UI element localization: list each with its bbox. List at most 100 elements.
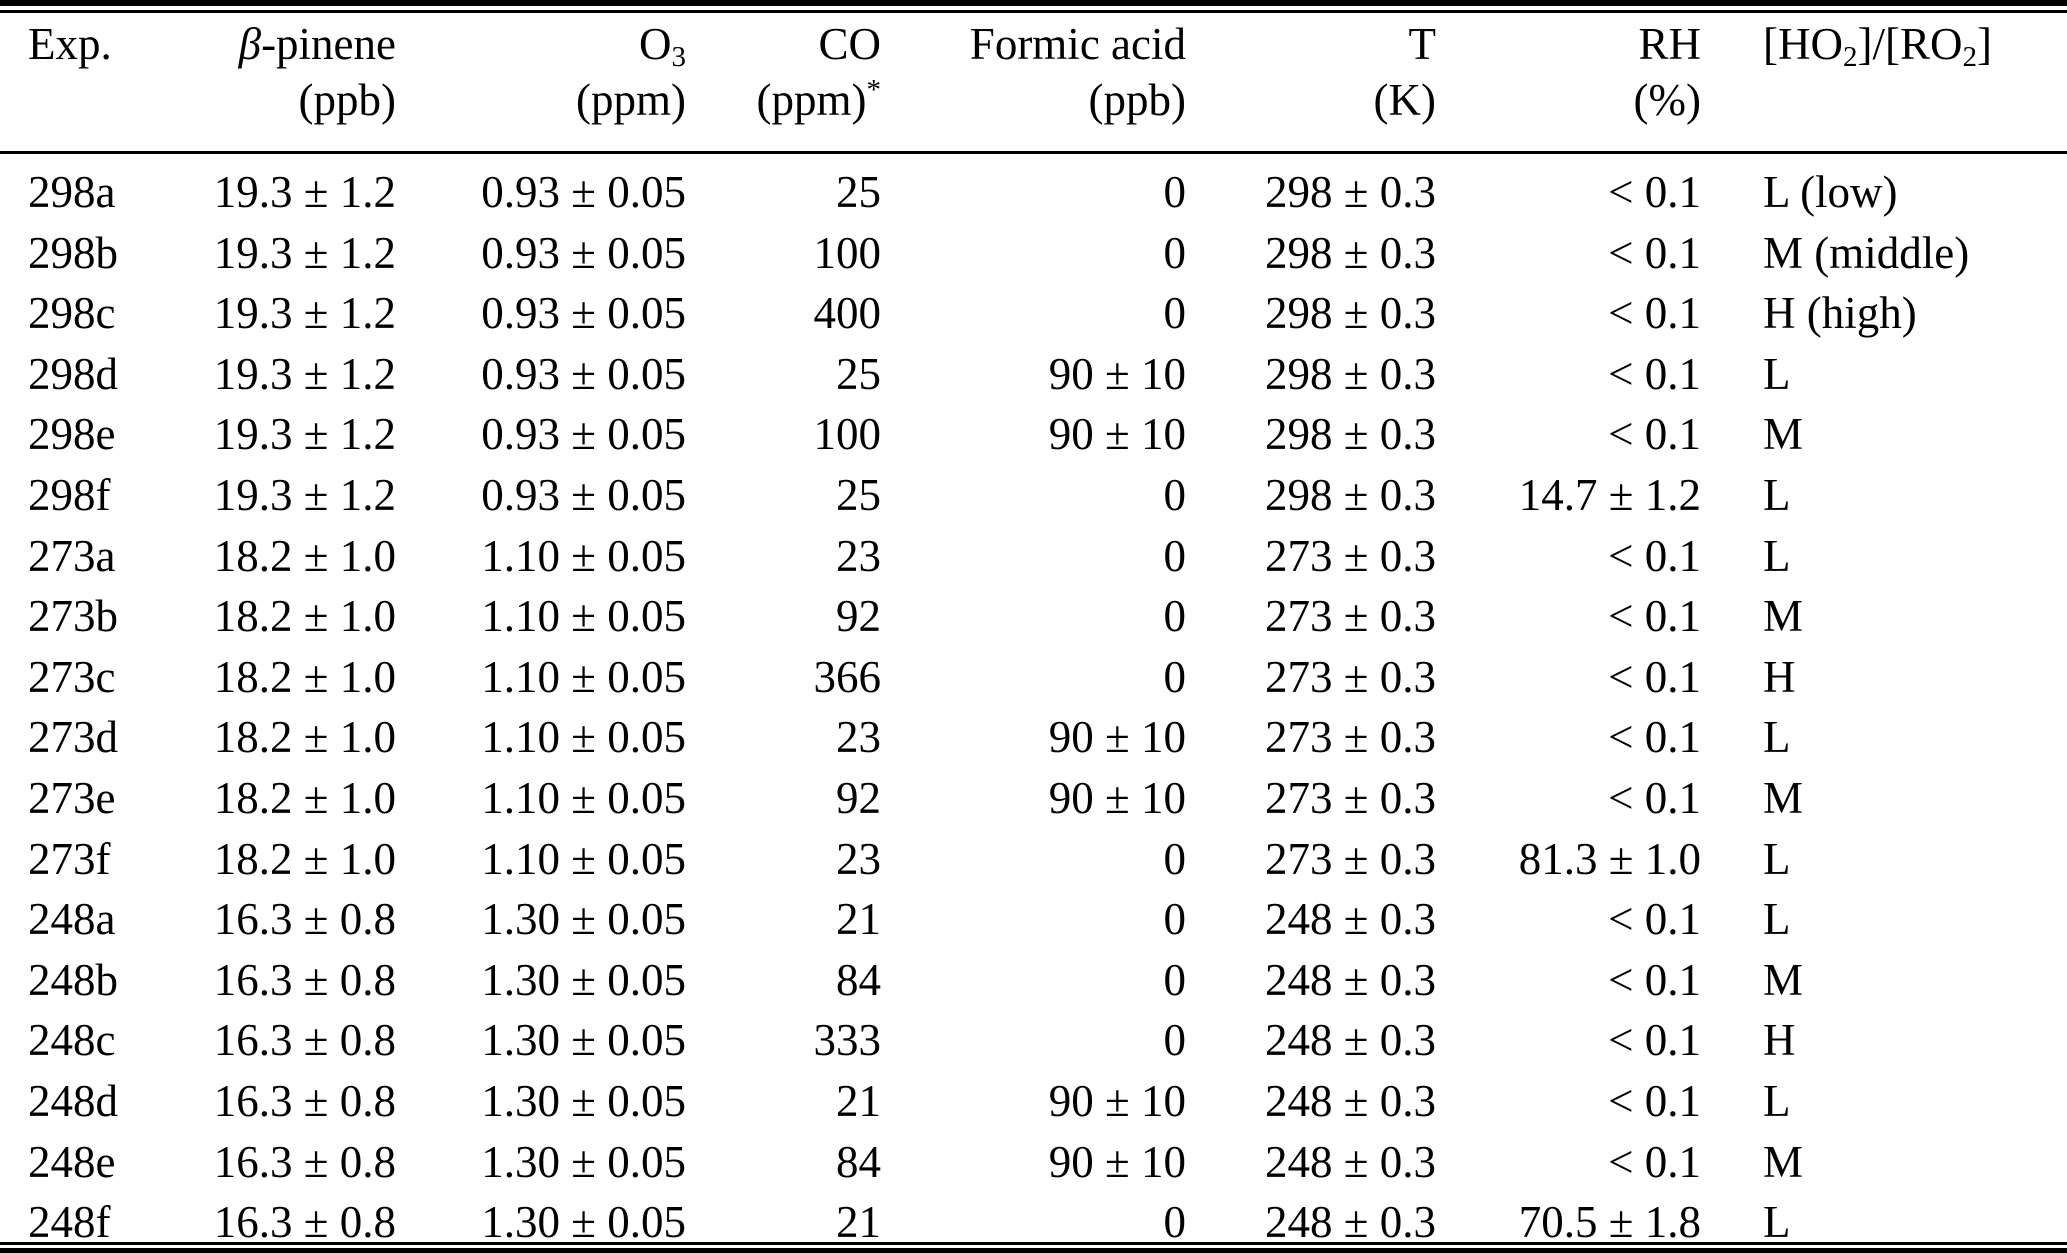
cell-temperature: 248 ± 0.3: [1265, 954, 1436, 1005]
cell-co: 92: [836, 591, 881, 642]
cell-formic_acid: 0: [1163, 1197, 1187, 1248]
cell-rh: 14.7 ± 1.2: [1518, 469, 1701, 520]
cell-rh: < 0.1: [1608, 1015, 1701, 1066]
cell-ho2_ro2: L: [1763, 1075, 1791, 1126]
cell-exp: 273e: [28, 772, 116, 823]
cell-beta_pinene: 18.2 ± 1.0: [213, 833, 396, 884]
cell-beta_pinene: 16.3 ± 0.8: [213, 1015, 396, 1066]
cell-temperature: 273 ± 0.3: [1265, 530, 1436, 581]
table-row-273b: 273b 18.2 ± 1.0 1.10 ± 0.05 92 0 273 ± 0.3 < 0…: [0, 586, 2067, 647]
table-row-248d: 248d 16.3 ± 0.8 1.30 ± 0.05 21 90 ± 10 248 ± …: [0, 1071, 2067, 1132]
column-unit-co: (ppm)*: [756, 74, 881, 125]
table-row-248f: 248f 16.3 ± 0.8 1.30 ± 0.05 21 0 248 ± 0.3 70.…: [0, 1192, 2067, 1253]
cell-o3: 0.93 ± 0.05: [481, 288, 686, 339]
cell-temperature: 298 ± 0.3: [1265, 288, 1436, 339]
cell-exp: 298b: [28, 227, 118, 278]
cell-temperature: 248 ± 0.3: [1265, 1136, 1436, 1187]
cell-exp: 298c: [28, 288, 116, 339]
column-unit-beta_pinene: (ppb): [298, 75, 396, 125]
cell-beta_pinene: 18.2 ± 1.0: [213, 651, 396, 702]
cell-co: 84: [836, 1136, 881, 1187]
column-unit-rh: (%): [1633, 75, 1701, 125]
cell-rh: < 0.1: [1608, 772, 1701, 823]
cell-rh: < 0.1: [1608, 409, 1701, 460]
cell-co: 400: [813, 288, 882, 339]
cell-o3: 1.30 ± 0.05: [481, 894, 686, 945]
column-unit-exp: [0, 75, 150, 150]
table-rule-top-thin: [0, 10, 2067, 13]
cell-co: 23: [836, 833, 881, 884]
cell-co: 366: [813, 651, 882, 702]
cell-o3: 1.30 ± 0.05: [481, 1015, 686, 1066]
cell-beta_pinene: 18.2 ± 1.0: [213, 530, 396, 581]
header-row-units: (ppb) (ppm) (ppm)* (ppb) (K) (%): [0, 75, 2067, 150]
cell-beta_pinene: 16.3 ± 0.8: [213, 1136, 396, 1187]
table-body: 298a 19.3 ± 1.2 0.93 ± 0.05 25 0 298 ± 0.3 < 0…: [0, 150, 2067, 1253]
cell-temperature: 298 ± 0.3: [1265, 167, 1436, 217]
cell-exp: 248c: [28, 1015, 116, 1066]
cell-exp: 273c: [28, 651, 116, 702]
table-row-248c: 248c 16.3 ± 0.8 1.30 ± 0.05 333 0 248 ± 0.3 < …: [0, 1010, 2067, 1071]
cell-ho2_ro2: M: [1763, 591, 1804, 642]
cell-ho2_ro2: L: [1763, 894, 1791, 945]
cell-o3: 1.30 ± 0.05: [481, 1136, 686, 1187]
column-unit-formic_acid: (ppb): [1088, 75, 1186, 125]
cell-temperature: 273 ± 0.3: [1265, 712, 1436, 763]
cell-beta_pinene: 16.3 ± 0.8: [213, 1075, 396, 1126]
column-header-beta_pinene: β-pinene: [238, 19, 396, 69]
cell-o3: 0.93 ± 0.05: [481, 227, 686, 278]
cell-exp: 298f: [28, 469, 111, 520]
cell-exp: 273a: [28, 530, 116, 581]
table-rule-bottom-thick: [0, 1248, 2067, 1253]
column-header-temperature: T: [1408, 19, 1437, 69]
cell-beta_pinene: 19.3 ± 1.2: [213, 167, 396, 217]
table-row-273d: 273d 18.2 ± 1.0 1.10 ± 0.05 23 90 ± 10 273 ± …: [0, 707, 2067, 768]
cell-exp: 248a: [28, 894, 116, 945]
cell-rh: < 0.1: [1608, 227, 1701, 278]
cell-rh: < 0.1: [1608, 651, 1701, 702]
table-row-273f: 273f 18.2 ± 1.0 1.10 ± 0.05 23 0 273 ± 0.3 81.…: [0, 829, 2067, 890]
table-row-248e: 248e 16.3 ± 0.8 1.30 ± 0.05 84 90 ± 10 248 ± …: [0, 1132, 2067, 1193]
table-row-298a: 298a 19.3 ± 1.2 0.93 ± 0.05 25 0 298 ± 0.3 < 0…: [0, 150, 2067, 223]
table-row-298d: 298d 19.3 ± 1.2 0.93 ± 0.05 25 90 ± 10 298 ± …: [0, 344, 2067, 405]
cell-formic_acid: 90 ± 10: [1048, 1136, 1186, 1187]
cell-co: 21: [836, 1197, 881, 1248]
cell-o3: 1.30 ± 0.05: [481, 1075, 686, 1126]
cell-temperature: 298 ± 0.3: [1265, 227, 1436, 278]
cell-ho2_ro2: M: [1763, 954, 1804, 1005]
table-rule-header-divider: [0, 151, 2067, 154]
cell-ho2_ro2: H (high): [1763, 288, 1917, 339]
cell-ho2_ro2: H: [1763, 651, 1796, 702]
cell-rh: < 0.1: [1608, 530, 1701, 581]
cell-temperature: 273 ± 0.3: [1265, 591, 1436, 642]
cell-temperature: 248 ± 0.3: [1265, 1015, 1436, 1066]
table-row-298f: 298f 19.3 ± 1.2 0.93 ± 0.05 25 0 298 ± 0.3 14.…: [0, 465, 2067, 526]
cell-rh: < 0.1: [1608, 712, 1701, 763]
cell-beta_pinene: 19.3 ± 1.2: [213, 227, 396, 278]
cell-o3: 1.10 ± 0.05: [481, 772, 686, 823]
cell-beta_pinene: 16.3 ± 0.8: [213, 954, 396, 1005]
cell-rh: < 0.1: [1608, 591, 1701, 642]
table-rule-top-thick: [0, 0, 2067, 6]
cell-rh: < 0.1: [1608, 894, 1701, 945]
cell-formic_acid: 0: [1163, 469, 1187, 520]
cell-ho2_ro2: L: [1763, 1197, 1791, 1248]
cell-rh: < 0.1: [1608, 1136, 1701, 1187]
column-unit-ho2_ro2: [1705, 75, 2067, 150]
cell-co: 25: [836, 167, 881, 217]
cell-beta_pinene: 19.3 ± 1.2: [213, 288, 396, 339]
cell-ho2_ro2: M: [1763, 409, 1804, 460]
cell-formic_acid: 0: [1163, 833, 1187, 884]
column-unit-temperature: (K): [1373, 75, 1436, 125]
cell-formic_acid: 0: [1163, 288, 1187, 339]
column-header-exp: Exp.: [28, 19, 112, 69]
cell-co: 23: [836, 712, 881, 763]
cell-rh: < 0.1: [1608, 954, 1701, 1005]
cell-co: 21: [836, 894, 881, 945]
cell-exp: 248f: [28, 1197, 111, 1248]
cell-formic_acid: 90 ± 10: [1048, 409, 1186, 460]
cell-o3: 1.10 ± 0.05: [481, 591, 686, 642]
cell-formic_acid: 0: [1163, 167, 1187, 217]
cell-exp: 298d: [28, 348, 118, 399]
